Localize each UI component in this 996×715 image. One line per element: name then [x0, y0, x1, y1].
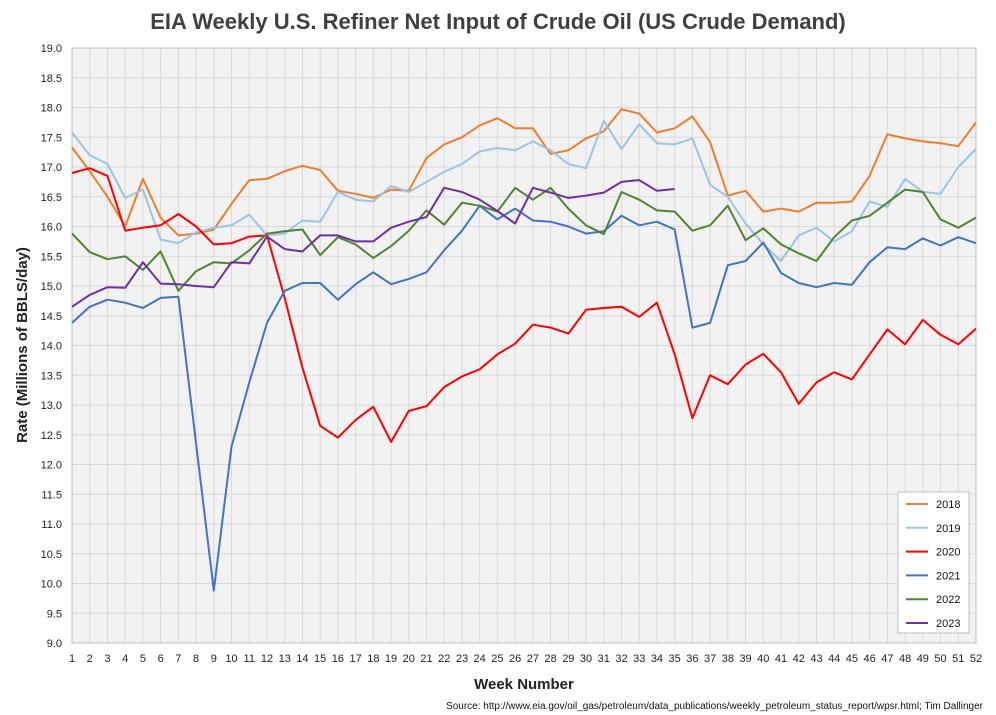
x-tick-label: 47	[881, 653, 893, 665]
y-tick-label: 16.5	[41, 192, 62, 204]
x-tick-label: 10	[225, 653, 237, 665]
x-tick-label: 46	[864, 653, 876, 665]
x-tick-label: 52	[970, 653, 982, 665]
x-tick-label: 4	[122, 653, 128, 665]
y-tick-label: 11.0	[41, 519, 62, 531]
legend-label-2020: 2020	[936, 547, 960, 559]
x-axis-tick-labels: 1 2 3 4 5 6 7 8 9 10 11 12 13 14 15 16 17 18 19 20 21 22 23 24 2…	[69, 653, 982, 665]
x-tick-label: 11	[244, 653, 255, 665]
x-tick-label: 25	[491, 653, 503, 665]
x-tick-label: 41	[775, 653, 787, 665]
x-tick-label: 48	[899, 653, 911, 665]
source-note: Source: http://www.eia.gov/oil_gas/petro…	[446, 701, 984, 712]
x-tick-label: 18	[367, 653, 379, 665]
y-tick-label: 17.5	[41, 132, 62, 144]
y-tick-label: 15.0	[41, 281, 62, 293]
x-tick-label: 28	[544, 653, 556, 665]
x-tick-label: 49	[917, 653, 929, 665]
y-tick-label: 14.0	[41, 341, 62, 353]
legend: 2018 2019 2020 2021 2022 2023	[897, 491, 970, 634]
x-tick-label: 1	[69, 653, 75, 665]
y-tick-label: 18.5	[41, 73, 62, 85]
x-tick-label: 35	[669, 653, 681, 665]
x-tick-label: 43	[810, 653, 822, 665]
y-tick-label: 11.5	[41, 489, 62, 501]
legend-label-2023: 2023	[936, 618, 960, 630]
x-tick-label: 34	[651, 653, 663, 665]
series-lines	[71, 108, 977, 592]
x-tick-label: 9	[211, 653, 217, 665]
x-tick-label: 6	[158, 653, 164, 665]
x-tick-label: 2	[87, 653, 93, 665]
legend-label-2021: 2021	[936, 570, 960, 582]
x-tick-label: 32	[615, 653, 627, 665]
legend-label-2019: 2019	[936, 523, 960, 535]
series-line-2019	[71, 119, 977, 262]
x-tick-label: 3	[104, 653, 110, 665]
legend-box	[897, 491, 970, 634]
x-tick-label: 36	[686, 653, 698, 665]
x-tick-label: 15	[314, 653, 326, 665]
x-tick-label: 14	[296, 653, 308, 665]
legend-label-2018: 2018	[936, 499, 960, 511]
x-tick-label: 8	[193, 653, 199, 665]
x-axis-title: Week Number	[474, 676, 574, 693]
plot-border	[71, 47, 977, 644]
x-tick-label: 7	[175, 653, 181, 665]
y-tick-label: 10.5	[41, 549, 62, 561]
series-line-2023	[71, 179, 675, 308]
x-tick-label: 16	[332, 653, 344, 665]
chart-title: EIA Weekly U.S. Refiner Net Input of Cru…	[150, 9, 846, 34]
x-tick-label: 50	[934, 653, 946, 665]
x-tick-label: 33	[633, 653, 645, 665]
x-tick-label: 5	[140, 653, 146, 665]
y-tick-label: 17.0	[41, 162, 62, 174]
x-tick-label: 42	[793, 653, 805, 665]
y-tick-label: 13.0	[41, 400, 62, 412]
series-line-2022	[71, 186, 977, 292]
x-tick-label: 13	[279, 653, 291, 665]
x-tick-label: 19	[385, 653, 397, 665]
y-tick-label: 18.0	[41, 103, 62, 115]
y-tick-label: 9.5	[47, 608, 62, 620]
y-tick-label: 14.5	[41, 311, 62, 323]
x-tick-label: 21	[420, 653, 432, 665]
y-tick-label: 13.5	[41, 370, 62, 382]
x-tick-label: 22	[438, 653, 450, 665]
x-tick-label: 26	[509, 653, 521, 665]
series-line-2021	[71, 204, 977, 592]
horizontal-gridlines	[72, 47, 976, 644]
x-tick-label: 17	[349, 653, 361, 665]
legend-label-2022: 2022	[936, 594, 960, 606]
x-tick-label: 20	[403, 653, 415, 665]
series-line-2020	[71, 167, 977, 443]
x-tick-label: 31	[598, 653, 610, 665]
series-line-2018	[71, 108, 977, 237]
x-tick-label: 45	[846, 653, 858, 665]
x-tick-label: 29	[562, 653, 574, 665]
x-tick-label: 44	[828, 653, 840, 665]
x-tick-label: 24	[474, 653, 486, 665]
x-tick-label: 12	[261, 653, 273, 665]
y-tick-label: 19.0	[41, 43, 62, 55]
y-tick-label: 12.5	[41, 430, 62, 442]
x-tick-label: 51	[952, 653, 964, 665]
x-tick-label: 27	[527, 653, 539, 665]
y-tick-label: 15.5	[41, 251, 62, 263]
x-tick-label: 37	[704, 653, 716, 665]
y-axis-title: Rate (Millions of BBLS/day)	[14, 247, 31, 443]
x-tick-label: 40	[757, 653, 769, 665]
y-tick-label: 16.0	[41, 222, 62, 234]
x-tick-label: 23	[456, 653, 468, 665]
y-tick-label: 12.0	[41, 460, 62, 472]
y-tick-label: 10.0	[41, 579, 62, 591]
x-tick-label: 30	[580, 653, 592, 665]
x-tick-label: 38	[722, 653, 734, 665]
x-tick-label: 39	[739, 653, 751, 665]
y-axis-tick-labels: 9.0 9.5 10.0 10.5 11.0 11.5 12.0 12.5 13.0 13.5 14…	[41, 43, 62, 650]
y-tick-label: 9.0	[47, 638, 62, 650]
